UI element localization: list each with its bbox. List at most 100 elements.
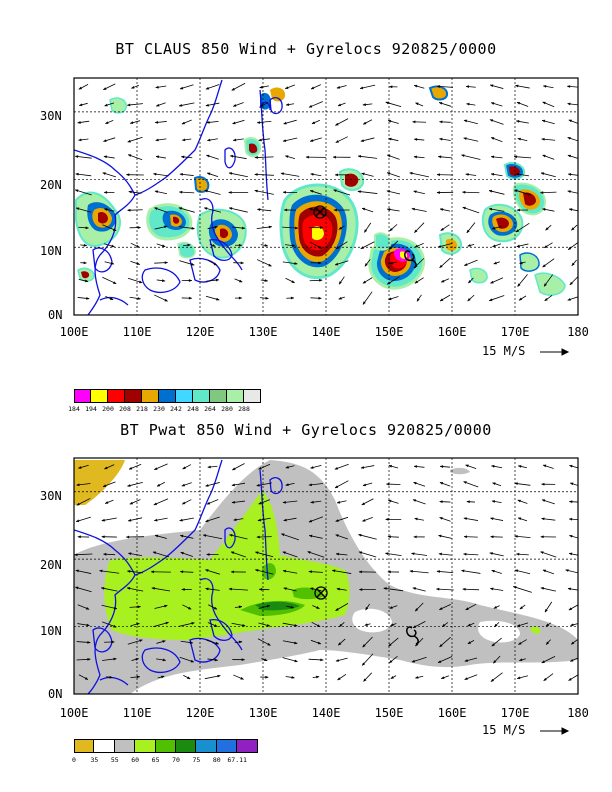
- wind-vector-head: [462, 587, 466, 591]
- vector-scale-arrow: [540, 727, 570, 735]
- wind-vector-head: [518, 641, 522, 645]
- wind-vector-head: [74, 586, 79, 590]
- wind-vector-head: [518, 297, 523, 301]
- colorbar-label: 65: [151, 756, 160, 764]
- wind-vector-head: [318, 296, 322, 300]
- wind-vector-head: [569, 500, 573, 504]
- coastlines: [74, 79, 283, 694]
- colorbar-swatch: [94, 739, 115, 753]
- wind-vector-head: [205, 103, 209, 107]
- wind-vector-head: [75, 207, 80, 211]
- wind-vector-head: [206, 154, 210, 158]
- wind-vector-head: [517, 283, 521, 287]
- wind-vector-head: [78, 138, 82, 142]
- wind-vector-head: [139, 639, 143, 643]
- wind-vector-head: [515, 229, 520, 233]
- wind-vector-head: [285, 103, 290, 106]
- wind-vector-head: [411, 659, 416, 663]
- wind-vector-head: [103, 208, 108, 211]
- wind-vector-head: [256, 535, 260, 539]
- colorbar-swatch: [159, 389, 176, 403]
- wind-vector-head: [283, 208, 288, 212]
- wind-vector-head: [544, 608, 548, 613]
- wind-vector-head: [103, 139, 107, 142]
- wind-vector-head: [542, 208, 546, 211]
- wind-vector-head: [84, 676, 89, 680]
- wind-vector-head: [388, 643, 392, 647]
- wind-vector-head: [255, 551, 259, 555]
- wind-vector-head: [292, 244, 296, 247]
- wind-vector-head: [569, 464, 573, 468]
- colorbar-swatch: [237, 739, 258, 753]
- wind-vector-head: [466, 500, 470, 504]
- wind-vector-head: [228, 207, 233, 210]
- wind-vector-head: [165, 621, 169, 625]
- wind-vector-head: [463, 481, 467, 484]
- wind-vector: [228, 588, 248, 591]
- wind-vector-head: [162, 279, 166, 283]
- wind-vector-head: [111, 244, 115, 248]
- wind-vector-head: [494, 623, 498, 628]
- wind-vector-head: [228, 172, 233, 175]
- wind-vector: [357, 190, 378, 194]
- wind-vector-head: [466, 229, 470, 234]
- wind-vector-head: [254, 569, 259, 572]
- panel-1-lat-label: 10N: [40, 244, 62, 258]
- wind-vector-head: [364, 623, 368, 626]
- wind-vector-head: [254, 189, 258, 193]
- colorbar-label: 242: [170, 405, 182, 413]
- wind-vector-head: [308, 534, 313, 538]
- wind-vector-head: [362, 518, 366, 522]
- wind-vector-head: [256, 208, 261, 211]
- wind-vector-head: [137, 226, 141, 229]
- colorbar-label: 200: [102, 405, 114, 413]
- panel-1-gridlines: [74, 78, 578, 315]
- wind-vector-head: [213, 262, 218, 266]
- colorbar-label: 280: [221, 405, 233, 413]
- wind-vector-head: [76, 502, 80, 506]
- wind-vector-head: [180, 551, 184, 555]
- lon-label: 110E: [122, 325, 152, 339]
- wind-vector-head: [232, 104, 237, 107]
- wind-vector-head: [280, 172, 285, 176]
- wind-vector-head: [229, 534, 233, 537]
- wind-vector-head: [542, 85, 547, 88]
- wind-vector-head: [282, 190, 286, 194]
- wind-vector-head: [182, 466, 186, 470]
- wind-vector-head: [83, 261, 87, 265]
- wind-vector-head: [389, 85, 393, 89]
- wind-vector-head: [216, 297, 220, 301]
- wind-vector-head: [231, 87, 235, 91]
- wind-vector-head: [364, 229, 368, 233]
- wind-vector-head: [154, 190, 159, 194]
- wind-vector-head: [155, 155, 160, 159]
- wind-vector-head: [463, 119, 468, 123]
- wind-vector: [229, 207, 248, 213]
- wind-vector: [203, 534, 223, 540]
- wind-vector-head: [203, 207, 208, 210]
- colorbar-swatch: [125, 389, 142, 403]
- wind-vector-head: [338, 226, 343, 230]
- wind-vector-head: [230, 570, 235, 574]
- colorbar-label: 194: [85, 405, 97, 413]
- wind-vector-head: [413, 465, 418, 468]
- panel-2-vector-scale-label: 15 M/S: [482, 723, 526, 737]
- wind-vector-head: [111, 640, 115, 644]
- wind-vector-head: [389, 606, 393, 609]
- wind-vector: [255, 551, 274, 558]
- colorbar-label: 80: [212, 756, 221, 764]
- wind-vector-head: [571, 227, 575, 231]
- wind-vector-head: [467, 298, 471, 302]
- wind-vector-head: [518, 658, 523, 662]
- panel-1-lat-label: 20N: [40, 178, 62, 192]
- wind-vector-head: [493, 261, 497, 265]
- panel-2-title: BT Pwat 850 Wind + Gyrelocs 920825/0000: [120, 421, 492, 439]
- wind-vector-head: [384, 552, 389, 556]
- colorbar-swatch: [108, 389, 125, 403]
- wind-vector-head: [283, 587, 287, 590]
- wind-vector-head: [268, 263, 272, 267]
- colorbar-label: 264: [204, 405, 216, 413]
- wind-vector-head: [331, 569, 336, 573]
- wind-vector-head: [112, 281, 117, 284]
- wind-vector-head: [254, 173, 258, 176]
